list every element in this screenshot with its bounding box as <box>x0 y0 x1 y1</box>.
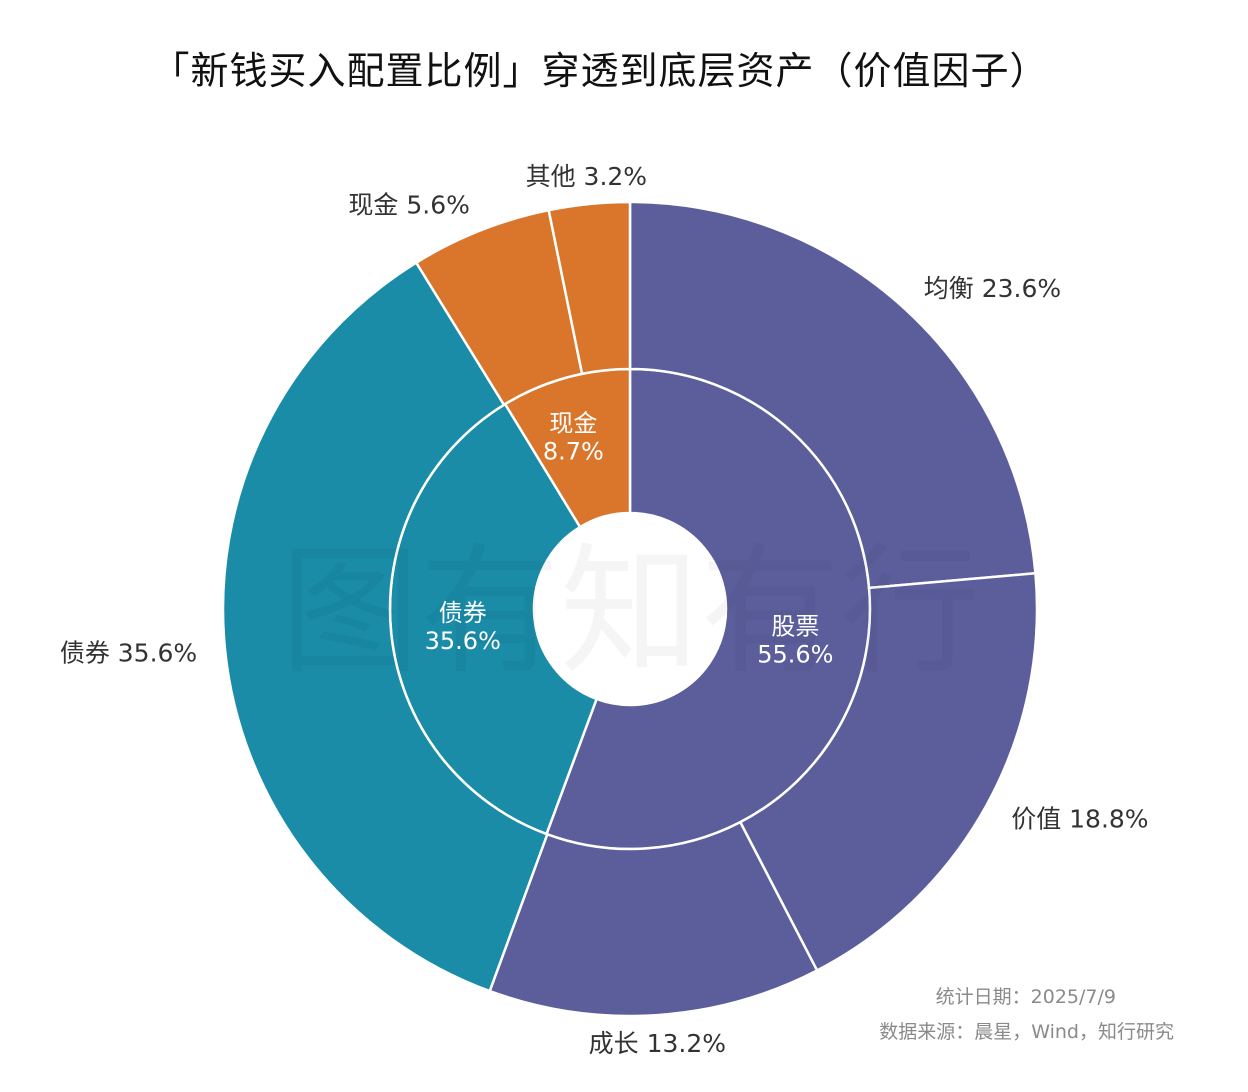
footer-source: 数据来源：晨星，Wind，知行研究 <box>879 1021 1174 1043</box>
watermark: 图有知有行 <box>280 531 980 694</box>
footer-date: 统计日期：2025/7/9 <box>935 986 1116 1008</box>
outer-slice-1 <box>738 571 1039 973</box>
chart-title: 「新钱买入配置比例」穿透到底层资产（价值因子） <box>151 49 1049 93</box>
inner-label-1: 债券 35.6% <box>425 599 501 655</box>
outer-label-3: 债券 35.6% <box>60 639 197 668</box>
outer-slice-3 <box>221 260 549 993</box>
outer-label-5: 其他 3.2% <box>526 162 647 191</box>
outer-label-0: 均衡 23.6% <box>924 274 1061 303</box>
outer-slice-2 <box>488 820 819 1018</box>
inner-label-0: 股票 55.6% <box>757 613 833 669</box>
outer-slice-0 <box>628 200 1037 590</box>
outer-label-1: 价值 18.8% <box>1011 805 1148 834</box>
inner-label-2: 现金 8.7% <box>543 410 604 466</box>
outer-label-4: 现金 5.6% <box>348 191 469 220</box>
outer-slice-5 <box>547 200 632 376</box>
outer-label-2: 成长 13.2% <box>589 1029 726 1058</box>
